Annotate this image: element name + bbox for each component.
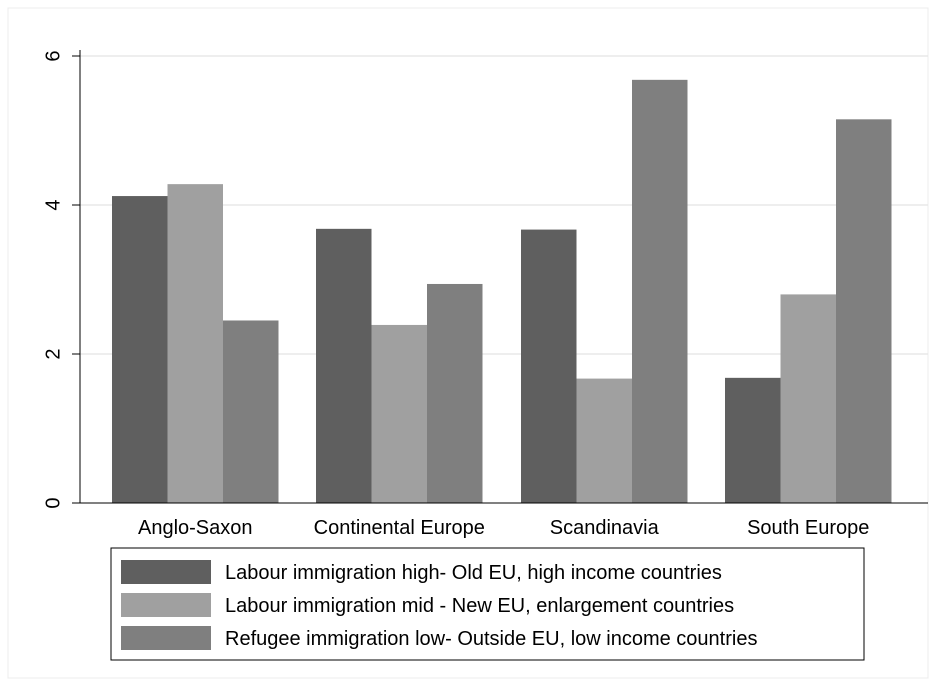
bar-2-1 [576, 378, 632, 503]
x-tick-label: Scandinavia [550, 517, 660, 539]
bar-2-0 [521, 229, 577, 503]
x-tick-label: Anglo-Saxon [138, 517, 253, 539]
legend-swatch [121, 626, 211, 650]
bar-2-2 [632, 79, 688, 503]
bar-3-1 [780, 294, 836, 503]
bar-1-2 [427, 283, 483, 503]
x-tick-labels: Anglo-Saxon Continental Europe Scandinavia… [138, 517, 869, 539]
y-tick-labels: 0 2 4 6 [42, 50, 64, 508]
legend-box [110, 547, 865, 661]
x-tick-label: South Europe [747, 517, 869, 539]
y-tick-label: 4 [42, 199, 64, 210]
axes [72, 50, 928, 504]
legend-label: Refugee immigration low- Outside EU, low… [225, 628, 757, 650]
y-tick-label: 2 [42, 348, 64, 359]
bar-0-2 [223, 320, 279, 503]
bar-1-1 [371, 324, 427, 503]
bar-1-0 [316, 228, 372, 503]
y-tick-label: 0 [42, 497, 64, 508]
y-tick-label: 6 [42, 50, 64, 61]
legend-swatch [121, 593, 211, 617]
bar-3-2 [836, 119, 892, 503]
legend: Labour immigration high- Old EU, high in… [110, 547, 865, 661]
bar-0-1 [167, 184, 223, 503]
bar-0-0 [112, 196, 168, 503]
legend-label: Labour immigration mid - New EU, enlarge… [225, 595, 734, 617]
legend-label: Labour immigration high- Old EU, high in… [225, 562, 722, 584]
x-tick-label: Continental Europe [314, 517, 485, 539]
legend-swatch [121, 560, 211, 584]
bar-3-0 [725, 377, 781, 503]
bars [112, 79, 892, 503]
